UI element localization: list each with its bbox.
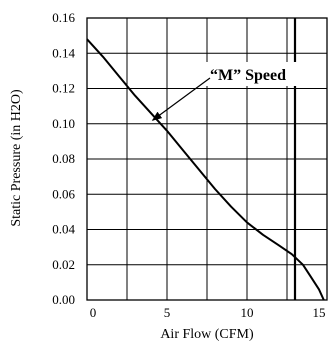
y-tick-label: 0.00 [52,292,75,307]
series-layer [86,38,325,301]
x-tick-label: 0 [90,305,97,320]
x-tick-label: 15 [313,305,326,320]
annotation-label: “M” Speed [210,67,286,84]
x-axis-title: Air Flow (CFM) [160,327,254,342]
y-tick-label: 0.02 [52,257,75,272]
y-tick-labels: 0.00 0.02 0.04 0.06 0.08 0.10 0.12 0.14 0.16 [52,10,75,307]
y-tick-label: 0.16 [52,10,75,25]
y-tick-label: 0.08 [52,151,75,166]
plot-border [86,17,328,301]
y-tick-label: 0.10 [52,116,75,131]
series-line [86,38,325,301]
y-tick-label: 0.12 [52,81,75,96]
y-tick-label: 0.04 [52,222,75,237]
grid [87,18,327,300]
annotation-layer: “M” Speed [151,62,322,121]
y-tick-label: 0.06 [52,186,75,201]
x-tick-label: 10 [241,305,254,320]
plot-frame [86,17,328,301]
x-tick-labels: 0 5 10 15 [90,305,326,320]
y-tick-label: 0.14 [52,45,75,60]
annotation-arrow [151,77,211,121]
annotation-background [206,62,322,86]
x-tick-label: 5 [164,305,171,320]
y-axis-title: Static Pressure (in H2O) [9,89,24,227]
